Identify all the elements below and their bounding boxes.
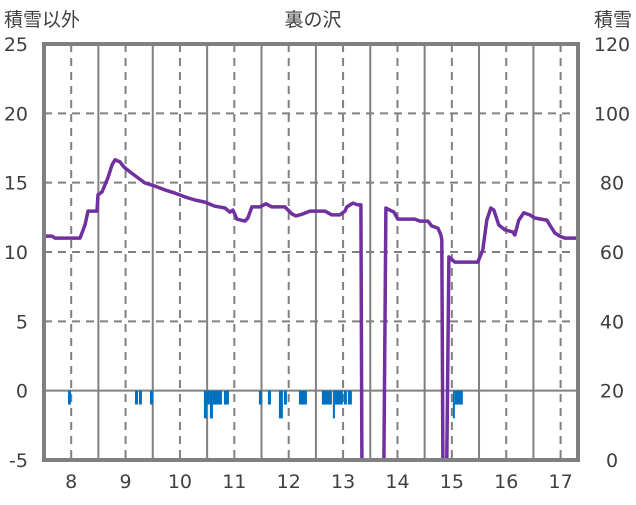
bar-other	[343, 390, 347, 405]
y-tick-right: 100	[594, 103, 630, 125]
bar-other	[278, 390, 283, 419]
snow-depth-line	[44, 158, 578, 462]
bar-other	[212, 390, 222, 405]
y-tick-left: 20	[4, 103, 28, 125]
y-tick-left: 0	[16, 381, 28, 403]
y-tick-right: 20	[600, 381, 624, 403]
bar-other	[149, 390, 153, 405]
bar-other	[347, 390, 352, 405]
x-tick: 10	[168, 471, 192, 493]
y-tick-right: 120	[594, 34, 630, 56]
plot-frame	[42, 42, 580, 462]
x-tick: 9	[120, 471, 132, 493]
x-tick: 16	[494, 471, 518, 493]
tick-labels: 25 120 20 100 15 80 10 60 5 40 0 20 -5 0 8 9 10 11 12 13 14 1…	[4, 34, 630, 493]
y-tick-left: -5	[9, 450, 28, 472]
grid	[44, 44, 578, 460]
x-tick: 12	[277, 471, 301, 493]
y-tick-left: 15	[4, 173, 28, 195]
x-tick: 8	[65, 471, 77, 493]
x-tick: 11	[222, 471, 246, 493]
chart-title: 裏の沢	[284, 9, 341, 31]
bar-other	[298, 390, 307, 405]
y-tick-left: 25	[4, 34, 28, 56]
line-snow	[44, 158, 578, 462]
x-tick: 17	[549, 471, 573, 493]
y-tick-left: 5	[16, 311, 28, 333]
bar-other	[267, 390, 271, 405]
bar-other	[134, 390, 138, 405]
x-tick: 14	[385, 471, 409, 493]
x-tick: 13	[331, 471, 355, 493]
bar-other	[332, 390, 335, 419]
y-tick-right: 60	[600, 242, 624, 264]
bar-other	[321, 390, 332, 405]
bar-other	[334, 390, 343, 405]
bar-other	[452, 390, 455, 419]
bar-other	[138, 390, 142, 405]
bar-other	[258, 390, 262, 405]
bars-other	[67, 390, 463, 419]
y-tick-right: 0	[606, 450, 618, 472]
y-tick-right: 80	[600, 173, 624, 195]
bar-other	[206, 390, 210, 405]
bar-other	[223, 390, 229, 405]
y-axis-left-label: 積雪以外	[4, 9, 80, 31]
bar-other	[454, 390, 463, 405]
y-axis-right-label: 積雪	[594, 9, 632, 31]
y-tick-right: 40	[600, 311, 624, 333]
bar-other	[67, 390, 71, 405]
bar-other	[209, 390, 213, 419]
x-tick: 15	[440, 471, 464, 493]
bar-other	[203, 390, 207, 419]
bar-other	[283, 390, 287, 405]
y-tick-left: 10	[4, 242, 28, 264]
